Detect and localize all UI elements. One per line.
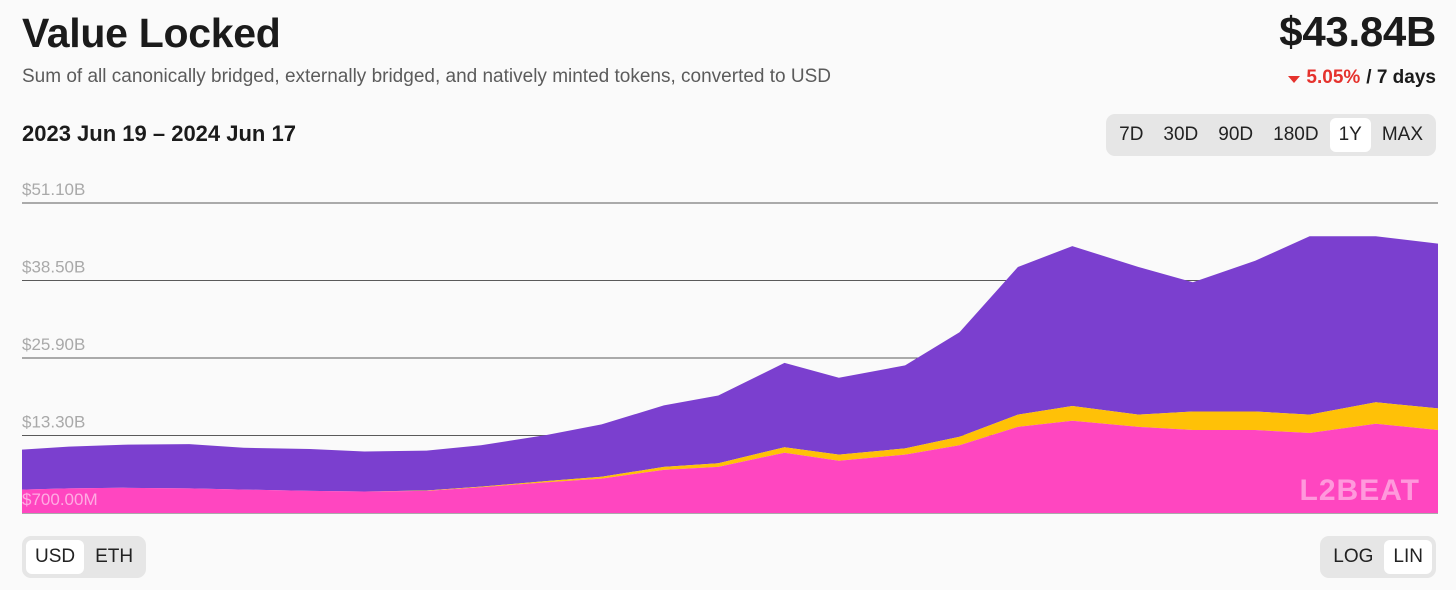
- change-period: / 7 days: [1366, 67, 1436, 88]
- total-value: $43.84B: [1279, 8, 1436, 55]
- arrow-down-icon: [1288, 75, 1301, 83]
- change-indicator: 5.05% / 7 days: [1288, 67, 1436, 89]
- range-90d-button[interactable]: 90D: [1218, 124, 1254, 145]
- range-30d-button[interactable]: 30D: [1163, 124, 1199, 145]
- range-1y-button[interactable]: 1Y: [1329, 118, 1371, 152]
- y-tick-label: $25.90B: [22, 335, 85, 354]
- page-subtitle: Sum of all canonically bridged, external…: [22, 66, 831, 87]
- scale-lin-button[interactable]: LIN: [1384, 540, 1432, 574]
- y-tick-label: $700.00M: [22, 490, 98, 509]
- currency-eth-button[interactable]: ETH: [95, 546, 134, 567]
- y-tick-label: $51.10B: [22, 180, 85, 199]
- range-selector: 7D 30D 90D 180D 1Y MAX: [1106, 114, 1436, 156]
- y-tick-label: $13.30B: [22, 413, 85, 432]
- value-locked-chart: $700.00M $13.30B $25.90B $38.50B $51.10B: [22, 180, 1438, 514]
- chart-area: $700.00M $13.30B $25.90B $38.50B $51.10B L2B…: [22, 170, 1438, 520]
- y-tick-label: $38.50B: [22, 258, 85, 277]
- scale-selector: LOG LIN: [1320, 536, 1436, 578]
- page-title: Value Locked: [22, 10, 281, 56]
- series-area-1: [22, 420, 1438, 513]
- range-7d-button[interactable]: 7D: [1119, 124, 1144, 145]
- change-percent: 5.05%: [1306, 67, 1361, 88]
- currency-selector: USD ETH: [22, 536, 147, 578]
- range-max-button[interactable]: MAX: [1381, 124, 1423, 145]
- date-range: 2023 Jun 19 – 2024 Jun 17: [22, 121, 296, 146]
- currency-usd-button[interactable]: USD: [26, 540, 85, 574]
- scale-log-button[interactable]: LOG: [1333, 546, 1374, 567]
- range-180d-button[interactable]: 180D: [1273, 124, 1319, 145]
- series-area-3: [22, 236, 1438, 492]
- watermark-logo: L2BEAT: [1299, 474, 1420, 507]
